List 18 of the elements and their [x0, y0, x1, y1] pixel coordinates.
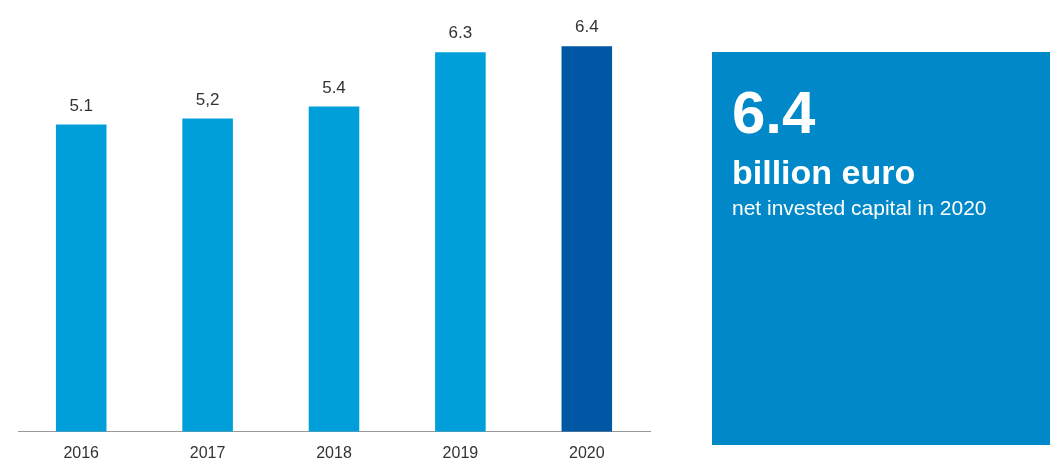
data-label: 6.3	[448, 23, 473, 43]
bar	[435, 52, 486, 432]
x-tick-label: 2019	[442, 443, 479, 461]
bar	[55, 124, 107, 432]
bar	[182, 118, 233, 432]
text: 6.4	[732, 79, 817, 146]
x-tick-label: 2018	[316, 443, 352, 461]
x-tick-label: 2020	[569, 443, 605, 461]
bar	[561, 46, 613, 432]
data-label: 5.1	[69, 95, 94, 115]
text: billion euro	[732, 152, 917, 193]
x-tick-label: 2017	[189, 443, 226, 461]
text: net invested capital in 2020	[732, 195, 988, 221]
bar	[308, 106, 360, 432]
x-tick-label: 2016	[63, 443, 100, 461]
data-label: 6.4	[574, 17, 599, 37]
data-label: 5,2	[195, 89, 220, 109]
data-label: 5.4	[322, 77, 346, 97]
